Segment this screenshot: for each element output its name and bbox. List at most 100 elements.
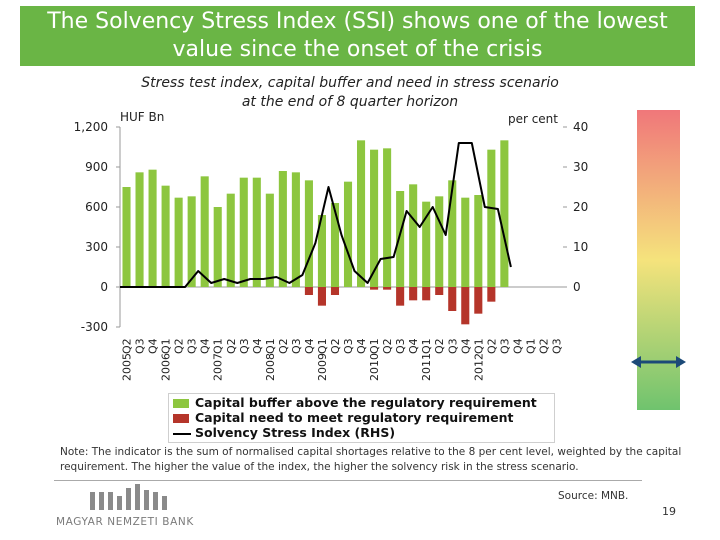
year-label: 2011 bbox=[420, 353, 433, 381]
year-label: 2010 bbox=[368, 353, 381, 381]
category-label: Q4 bbox=[459, 338, 472, 354]
capital-buffer-bar bbox=[200, 176, 209, 287]
year-label: 2005 bbox=[121, 353, 134, 381]
mnb-logo-mark bbox=[90, 484, 170, 510]
capital-buffer-bar bbox=[409, 184, 418, 287]
category-label: Q2 bbox=[277, 338, 290, 354]
capital-need-bar bbox=[304, 287, 313, 295]
left-tick-label: 0 bbox=[100, 280, 108, 294]
capital-buffer-bar bbox=[304, 180, 313, 287]
left-tick-label: 900 bbox=[85, 160, 108, 174]
capital-buffer-bar bbox=[278, 171, 287, 287]
capital-need-bar bbox=[317, 287, 326, 306]
left-tick-label: 600 bbox=[85, 200, 108, 214]
category-label: Q2 bbox=[121, 338, 134, 354]
year-label: 2012 bbox=[472, 353, 485, 381]
legend-label-capital-need: Capital need to meet regulatory requirem… bbox=[195, 410, 514, 425]
category-label: Q2 bbox=[173, 338, 186, 354]
left-tick-label: -300 bbox=[81, 320, 108, 334]
capital-need-bar bbox=[461, 287, 470, 325]
subtitle-line-2: at the end of 8 quarter horizon bbox=[241, 94, 459, 110]
capital-buffer-bar bbox=[213, 207, 222, 287]
right-tick-label: 40 bbox=[573, 120, 588, 134]
category-label: Q2 bbox=[485, 338, 498, 354]
capital-buffer-bar bbox=[343, 181, 353, 287]
category-label: Q1 bbox=[264, 338, 277, 354]
capital-buffer-bar bbox=[422, 201, 431, 287]
capital-need-bar bbox=[487, 287, 496, 302]
category-label: Q2 bbox=[381, 338, 394, 354]
capital-need-bar bbox=[330, 287, 340, 295]
category-label: Q3 bbox=[134, 338, 147, 354]
category-label: Q4 bbox=[355, 338, 368, 354]
category-label: Q2 bbox=[329, 338, 342, 354]
right-tick-label: 0 bbox=[573, 280, 581, 294]
right-tick-label: 30 bbox=[573, 160, 588, 174]
left-tick-label: 300 bbox=[85, 240, 108, 254]
capital-buffer-bar bbox=[435, 196, 444, 287]
chart-note: Note: The indicator is the sum of normal… bbox=[60, 446, 682, 473]
category-label: Q2 bbox=[225, 338, 238, 354]
capital-buffer-bar bbox=[135, 172, 144, 287]
category-label: Q3 bbox=[498, 338, 511, 354]
right-tick-label: 20 bbox=[573, 200, 588, 214]
legend-label-capital-buffer: Capital buffer above the regulatory requ… bbox=[195, 395, 537, 410]
category-label: Q1 bbox=[212, 338, 225, 354]
page-number: 19 bbox=[662, 505, 676, 518]
capital-buffer-bar bbox=[487, 149, 496, 287]
category-label: Q3 bbox=[290, 338, 303, 354]
category-label: Q2 bbox=[433, 338, 446, 354]
capital-buffer-bar bbox=[291, 172, 300, 287]
category-label: Q1 bbox=[472, 338, 485, 354]
capital-buffer-bar bbox=[265, 193, 274, 287]
slide-title: The Solvency Stress Index (SSI) shows on… bbox=[20, 6, 695, 66]
capital-buffer-bar bbox=[474, 195, 483, 287]
category-label: Q3 bbox=[446, 338, 459, 354]
capital-need-bar bbox=[435, 287, 444, 295]
capital-buffer-bar bbox=[448, 180, 457, 287]
category-label: Q3 bbox=[342, 338, 355, 354]
right-unit-label: per cent bbox=[508, 112, 558, 126]
capital-need-bar bbox=[383, 287, 392, 290]
category-label: Q3 bbox=[238, 338, 251, 354]
category-label: Q3 bbox=[394, 338, 407, 354]
category-label: Q4 bbox=[407, 338, 420, 354]
gauge-arrow-right-head bbox=[676, 356, 686, 368]
category-label: Q4 bbox=[303, 338, 316, 354]
left-unit-label: HUF Bn bbox=[120, 110, 164, 124]
category-label: Q1 bbox=[160, 338, 173, 354]
subtitle-line-1: Stress test index, capital buffer and ne… bbox=[141, 75, 559, 91]
category-label: Q1 bbox=[316, 338, 329, 354]
capital-need-bar bbox=[396, 287, 405, 306]
capital-buffer-bar bbox=[330, 203, 340, 287]
capital-buffer-bar bbox=[239, 177, 248, 287]
category-label: Q1 bbox=[524, 338, 537, 354]
capital-buffer-bar bbox=[161, 185, 170, 287]
category-label: Q4 bbox=[251, 338, 264, 354]
category-label: Q4 bbox=[199, 338, 212, 354]
year-label: 2009 bbox=[316, 353, 329, 381]
capital-buffer-bar bbox=[148, 169, 157, 287]
ssi-line bbox=[120, 142, 512, 288]
legend-swatch-capital-buffer bbox=[173, 399, 189, 408]
chart-subtitle: Stress test index, capital buffer and ne… bbox=[110, 74, 590, 112]
year-label: 2007 bbox=[212, 353, 225, 381]
capital-buffer-bar bbox=[174, 197, 183, 287]
source-label: Source: MNB. bbox=[558, 490, 629, 502]
category-label: Q2 bbox=[537, 338, 550, 354]
capital-need-bar bbox=[422, 287, 431, 301]
footer-divider bbox=[54, 480, 642, 481]
right-tick-label: 10 bbox=[573, 240, 588, 254]
category-label: Q4 bbox=[511, 338, 524, 354]
category-label: Q3 bbox=[186, 338, 199, 354]
capital-buffer-bar bbox=[187, 196, 196, 287]
capital-need-bar bbox=[409, 287, 418, 301]
chart-legend: Capital buffer above the regulatory requ… bbox=[168, 393, 555, 443]
capital-buffer-bar bbox=[500, 140, 509, 287]
gauge-arrow-left-head bbox=[631, 356, 641, 368]
stress-gauge bbox=[637, 110, 680, 410]
year-label: 2006 bbox=[160, 353, 173, 381]
capital-buffer-bar bbox=[383, 148, 392, 287]
legend-label-ssi: Solvency Stress Index (RHS) bbox=[195, 425, 396, 440]
